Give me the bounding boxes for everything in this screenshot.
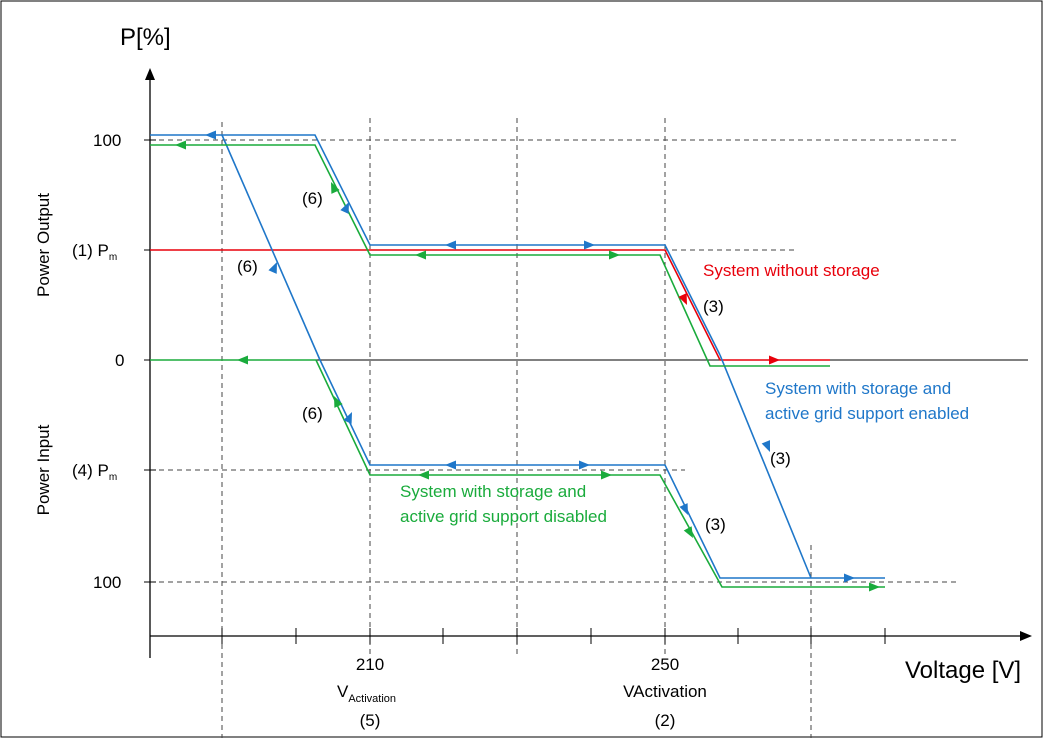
blue-direction-arrow bbox=[761, 440, 770, 452]
green-lower-curve bbox=[150, 359, 885, 588]
annotation-step3-blue: (3) bbox=[770, 449, 791, 468]
y-axis-title: P[%] bbox=[120, 24, 171, 51]
horizontal-gridlines bbox=[150, 139, 960, 583]
blue-upper-curve bbox=[150, 134, 721, 356]
blue-direction-arrow bbox=[445, 240, 456, 250]
green-direction-arrow bbox=[334, 396, 343, 408]
blue-direction-arrow bbox=[268, 262, 277, 274]
blue-direction-arrow bbox=[579, 460, 590, 470]
label-green-line-2: active grid support disabled bbox=[400, 507, 607, 526]
annotation-step6-lower: (6) bbox=[302, 404, 323, 423]
blue-direction-arrow bbox=[205, 130, 216, 140]
blue-direction-arrow bbox=[844, 573, 855, 583]
green-direction-arrow bbox=[331, 182, 340, 194]
x-label-v-activation-5-name: V bbox=[337, 682, 349, 701]
y-label-100-top: 100 bbox=[93, 131, 121, 150]
x-label-ref-5: (5) bbox=[360, 711, 381, 730]
blue-diagonal-right bbox=[719, 354, 812, 579]
y-label-zero: 0 bbox=[115, 351, 124, 370]
blue-direction-arrow bbox=[340, 202, 349, 214]
label-system-without-storage: System without storage bbox=[703, 261, 880, 280]
y-label-pm-input: (4) Pm bbox=[72, 461, 117, 483]
x-label-v-activation-5: VActivation bbox=[337, 682, 396, 705]
y-label-pm-input-prefix: (4) P bbox=[72, 461, 109, 480]
direction-arrows bbox=[175, 130, 880, 592]
x-axis-title: Voltage [V] bbox=[905, 657, 1021, 684]
green-direction-arrow bbox=[237, 355, 248, 365]
y-label-100-bottom: 100 bbox=[93, 573, 121, 592]
y-label-pm-output-sub: m bbox=[109, 252, 117, 263]
green-direction-arrow bbox=[683, 526, 693, 538]
label-blue-line-1: System with storage and bbox=[765, 379, 951, 398]
green-upper-curve bbox=[150, 144, 830, 367]
x-label-v-activation-2: VActivation bbox=[623, 682, 707, 701]
blue-lower-curve bbox=[319, 359, 885, 579]
x-label-250: 250 bbox=[651, 655, 679, 674]
annotation-step3-red: (3) bbox=[703, 297, 724, 316]
label-blue-line-2: active grid support enabled bbox=[765, 404, 969, 423]
green-direction-arrow bbox=[869, 582, 880, 592]
x-label-ref-2: (2) bbox=[655, 711, 676, 730]
blue-diagonal-left bbox=[221, 134, 321, 361]
y-label-pm-input-sub: m bbox=[109, 472, 117, 483]
green-direction-arrow bbox=[415, 250, 426, 260]
annotation-step3-green: (3) bbox=[705, 515, 726, 534]
annotation-step6-middle: (6) bbox=[237, 257, 258, 276]
blue-direction-arrow bbox=[445, 460, 456, 470]
label-green-line-1: System with storage and bbox=[400, 482, 586, 501]
green-direction-arrow bbox=[418, 470, 429, 480]
x-label-v-activation-5-sub: Activation bbox=[348, 693, 396, 705]
vertical-gridlines bbox=[221, 118, 812, 738]
blue-direction-arrow bbox=[343, 412, 352, 424]
y-label-pm-output: (1) Pm bbox=[72, 241, 117, 263]
red-direction-arrow bbox=[769, 355, 780, 365]
x-axis-ticks bbox=[221, 628, 886, 644]
y-label-pm-output-prefix: (1) P bbox=[72, 241, 109, 260]
power-input-label: Power Input bbox=[34, 424, 53, 515]
green-direction-arrow bbox=[601, 470, 612, 480]
green-direction-arrow bbox=[175, 140, 186, 150]
blue-direction-arrow bbox=[679, 503, 688, 515]
green-direction-arrow bbox=[609, 250, 620, 260]
red-direction-arrow bbox=[678, 293, 687, 305]
annotation-step6-upper: (6) bbox=[302, 189, 323, 208]
blue-direction-arrow bbox=[584, 240, 595, 250]
x-label-210: 210 bbox=[356, 655, 384, 674]
power-output-label: Power Output bbox=[34, 193, 53, 297]
